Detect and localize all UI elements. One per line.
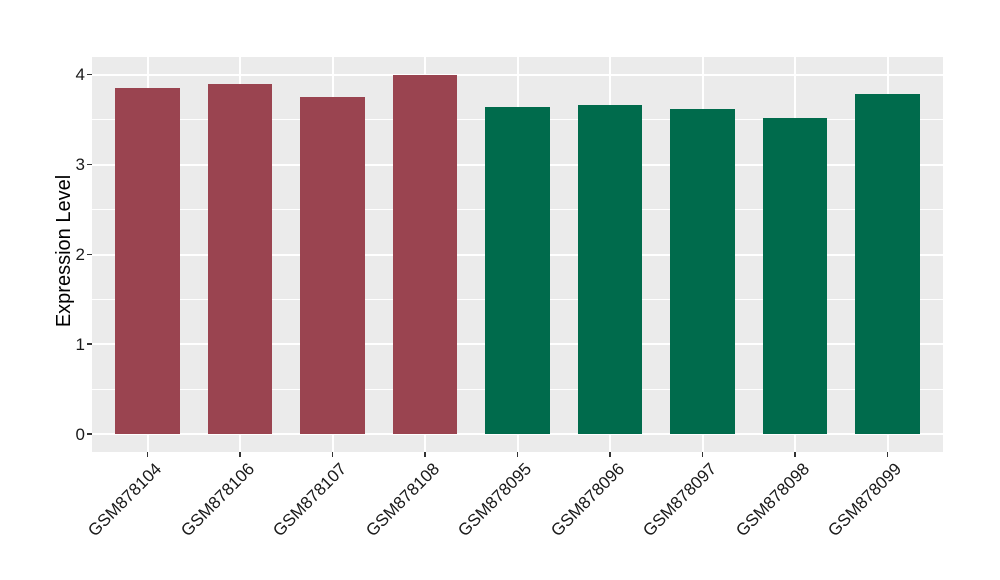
x-tick-label: GSM878104 — [84, 459, 166, 541]
bar-GSM878099 — [855, 93, 920, 435]
y-tick-label: 1 — [75, 334, 85, 354]
y-tick-label: 4 — [75, 65, 85, 85]
y-tick-mark — [87, 343, 92, 345]
bar-GSM878107 — [300, 97, 365, 435]
x-tick-mark — [239, 452, 241, 457]
y-tick-mark — [87, 73, 92, 76]
plot-panel — [92, 57, 943, 452]
x-tick-label: GSM878097 — [639, 459, 721, 541]
x-tick-label: GSM878095 — [454, 459, 536, 541]
x-tick-mark — [424, 452, 426, 457]
y-axis-title: Expression Level — [53, 174, 75, 328]
x-tick-label: GSM878108 — [361, 459, 443, 541]
x-tick-mark — [609, 452, 611, 457]
x-tick-label: GSM878098 — [731, 459, 813, 541]
x-tick-label: GSM878096 — [546, 459, 628, 541]
bar-GSM878106 — [207, 83, 273, 435]
bar-GSM878096 — [577, 105, 643, 435]
y-tick-label: 2 — [75, 245, 85, 264]
x-tick-mark — [516, 452, 519, 457]
x-tick-label: GSM878107 — [269, 459, 351, 541]
x-tick-mark — [146, 452, 149, 457]
y-tick-mark — [87, 433, 92, 435]
bar-GSM878108 — [392, 74, 458, 435]
y-tick-mark — [87, 253, 92, 255]
bar-GSM878095 — [485, 107, 550, 435]
y-tick-mark — [87, 163, 92, 166]
x-tick-label: GSM878106 — [176, 459, 258, 541]
bar-GSM878104 — [115, 88, 180, 435]
y-tick-label: 3 — [75, 155, 85, 175]
x-tick-mark — [331, 452, 334, 457]
x-tick-mark — [794, 452, 796, 457]
x-tick-label: GSM878099 — [824, 459, 906, 541]
bar-GSM878098 — [762, 118, 828, 435]
y-tick-label: 0 — [75, 424, 85, 444]
x-tick-mark — [701, 452, 704, 457]
x-tick-mark — [886, 452, 889, 457]
bar-GSM878097 — [670, 109, 735, 435]
